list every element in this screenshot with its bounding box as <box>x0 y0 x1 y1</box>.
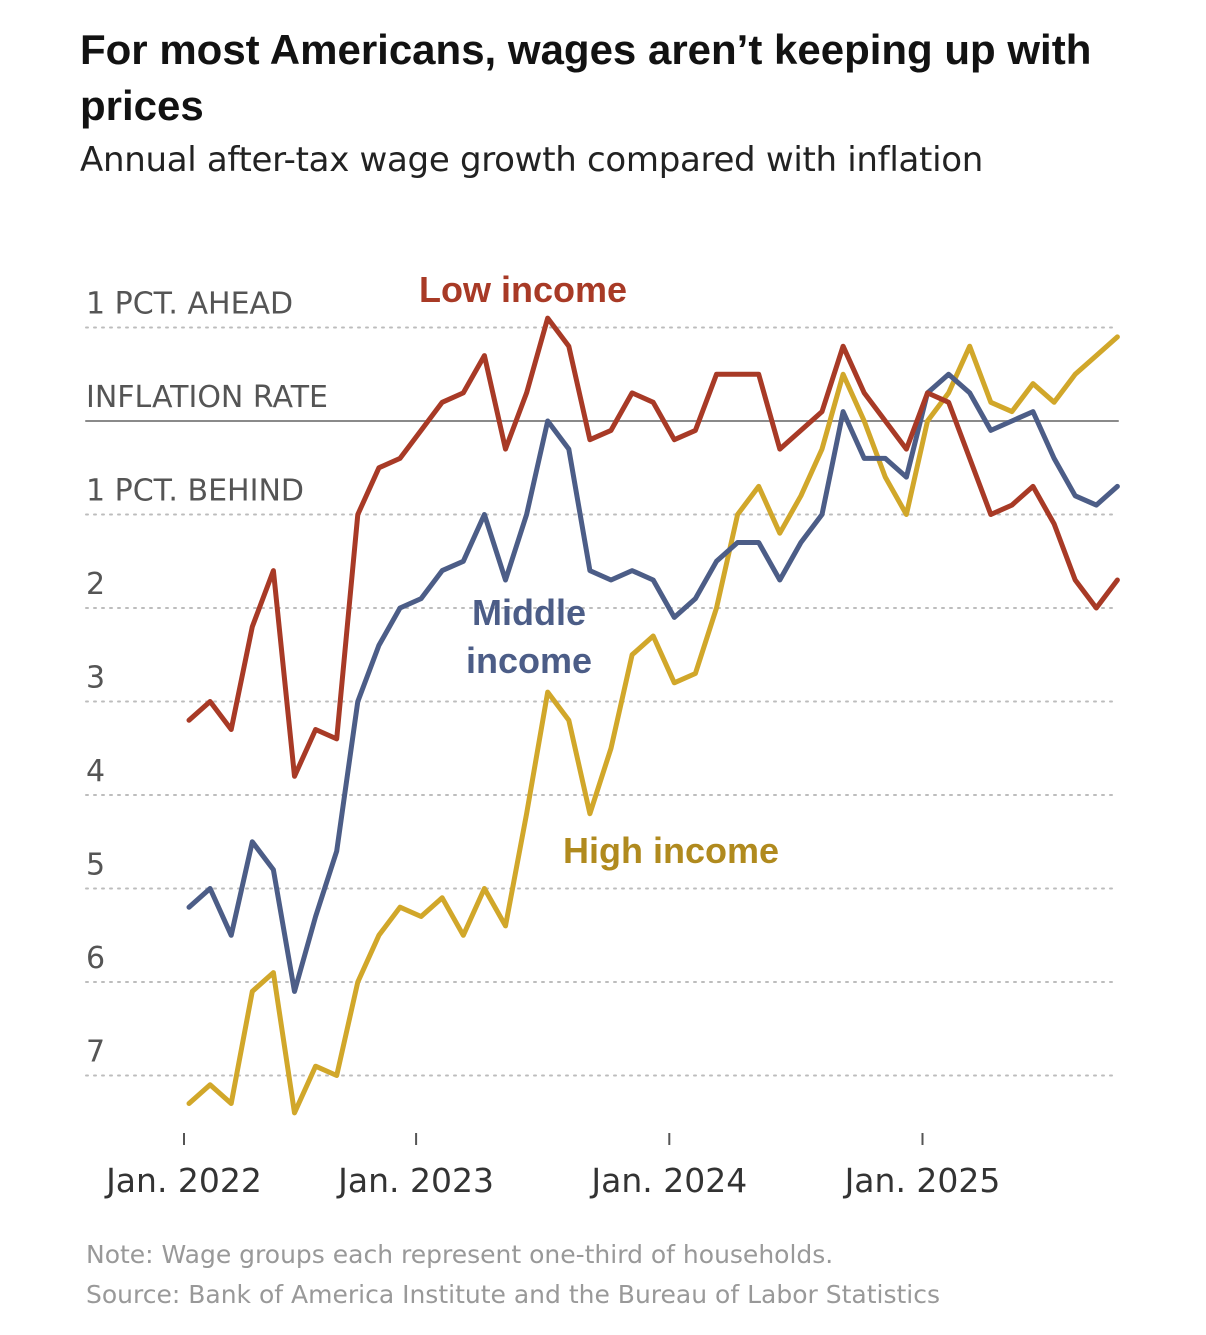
y-tick-label: 5 <box>86 848 105 883</box>
y-tick-label: 6 <box>86 941 105 976</box>
series-line-low-income <box>186 315 1120 779</box>
series-labels: Low income Middle income High income <box>419 269 779 871</box>
source-line: Source: Bank of America Institute and th… <box>86 1280 940 1309</box>
y-tick-label: 7 <box>86 1035 105 1070</box>
gridlines <box>85 326 1119 1077</box>
y-tick-label: 4 <box>86 754 105 789</box>
x-tick-label: Jan. 2025 <box>843 1161 1001 1200</box>
y-axis-labels: 1 PCT. AHEAD INFLATION RATE 1 PCT. BEHIND 2… <box>86 287 328 1070</box>
series-label-1: Middle income <box>466 592 592 681</box>
y-tick-label: 1 PCT. AHEAD <box>86 287 293 322</box>
y-tick-label: INFLATION RATE <box>86 380 328 415</box>
series-label-0: Low income <box>419 269 627 310</box>
series-label-2: High income <box>563 830 779 871</box>
y-tick-label: 1 PCT. BEHIND <box>86 474 304 509</box>
x-tick-label: Jan. 2024 <box>589 1161 747 1200</box>
series-lines <box>186 315 1120 1116</box>
footnote: Note: Wage groups each represent one-thi… <box>86 1240 834 1269</box>
series-line-high-income <box>186 334 1120 1116</box>
x-tick-label: Jan. 2023 <box>336 1161 494 1200</box>
x-tick-label: Jan. 2022 <box>104 1161 262 1200</box>
x-axis: Jan. 2022 Jan. 2023 Jan. 2024 Jan. 2025 <box>104 1133 1000 1200</box>
series-line-middle-income <box>186 371 1120 994</box>
chart-subtitle: Annual after-tax wage growth compared wi… <box>80 140 983 180</box>
y-tick-label: 3 <box>86 661 105 696</box>
y-tick-label: 2 <box>86 567 105 602</box>
chart-title: For most Americans, wages aren’t keeping… <box>80 26 1092 129</box>
